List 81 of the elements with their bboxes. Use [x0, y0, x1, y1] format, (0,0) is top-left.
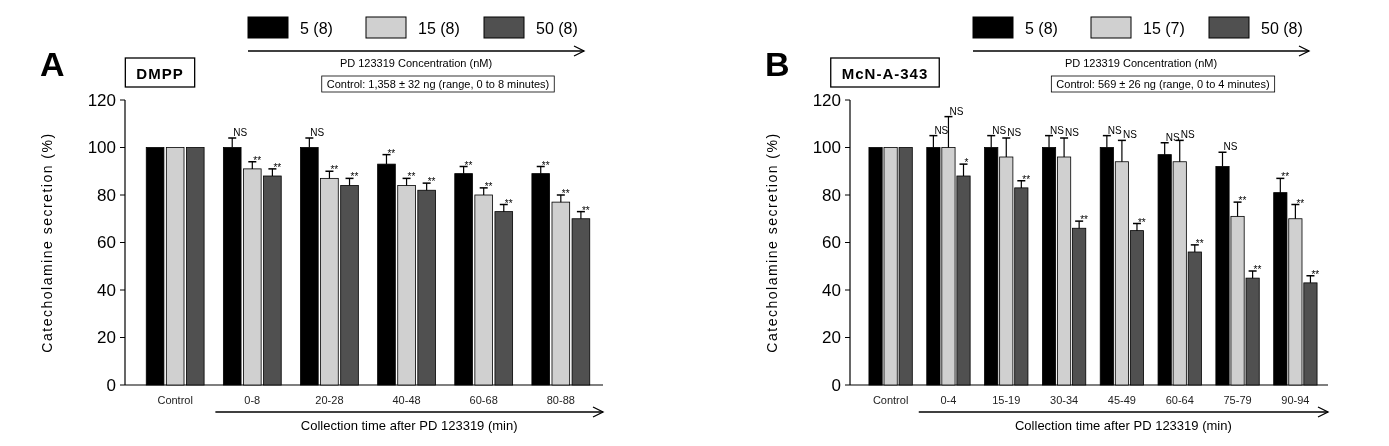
x-tick-label: Control — [872, 394, 909, 406]
y-axis-title: Catecholamine secretion (%) — [39, 132, 55, 353]
data-label: ** — [464, 159, 473, 171]
x-tick-label: 75-79 — [1223, 394, 1252, 406]
data-label: ** — [541, 159, 550, 171]
data-label: ** — [427, 176, 436, 188]
x-tick-label: 80-88 — [546, 394, 575, 406]
x-tick-label: 60-64 — [1165, 394, 1194, 406]
x-tick-label: 45-49 — [1107, 394, 1136, 406]
data-label: ** — [273, 161, 282, 173]
data-label: NS — [1122, 129, 1138, 141]
x-axis-title: Collection time after PD 123319 (min) — [300, 418, 518, 433]
x-tick-label: 40-48 — [392, 394, 421, 406]
legend-title: PD 123319 Concentration (nM) — [1064, 57, 1218, 69]
data-label: NS — [949, 105, 964, 117]
data-label: ** — [504, 197, 513, 209]
data-label: ** — [1022, 173, 1031, 185]
y-tick-label: 80 — [822, 185, 841, 205]
legend-label: 5 (8) — [1025, 20, 1058, 37]
legend-label: 50 (8) — [1261, 20, 1303, 37]
y-tick-label: 20 — [97, 328, 116, 348]
data-label: ** — [1296, 197, 1305, 209]
y-tick-label: 0 — [831, 375, 841, 395]
data-label: NS — [1107, 124, 1123, 136]
data-label: ** — [1195, 237, 1204, 249]
data-label: * — [964, 157, 969, 169]
y-tick-label: 80 — [97, 185, 116, 205]
data-label: ** — [581, 204, 590, 216]
data-label: ** — [407, 171, 416, 183]
data-label: NS — [1180, 129, 1195, 141]
y-tick-label: 100 — [87, 138, 116, 158]
x-axis-title: Collection time after PD 123319 (min) — [1015, 418, 1232, 433]
data-label: NS — [1065, 127, 1080, 138]
text: A — [40, 45, 65, 83]
text: Control: 1,358 ± 32 ng (range, 0 to 8 minutes) — [326, 78, 550, 90]
x-tick-label: 0-4 — [940, 394, 957, 406]
x-tick-label: 15-19 — [992, 394, 1021, 406]
data-label: ** — [330, 164, 339, 176]
y-tick-label: 0 — [106, 375, 116, 395]
data-label: NS — [992, 124, 1007, 136]
data-label: ** — [1238, 195, 1247, 207]
y-tick-label: 40 — [97, 280, 116, 300]
y-tick-label: 40 — [822, 280, 841, 300]
data-label: ** — [1281, 171, 1290, 183]
x-tick-label: 30-34 — [1050, 394, 1079, 406]
data-label: ** — [1137, 216, 1146, 228]
data-label: NS — [233, 127, 248, 138]
data-label: NS — [1050, 124, 1065, 136]
data-label: ** — [561, 188, 570, 199]
x-tick-label: Control — [157, 394, 193, 406]
text: Control: 569 ± 26 ng (range, 0 to 4 minutes) — [1056, 78, 1270, 90]
data-label: ** — [1080, 214, 1089, 226]
data-label: ** — [387, 147, 396, 159]
data-label: ** — [484, 180, 493, 192]
x-tick-label: 90-94 — [1281, 394, 1310, 406]
y-tick-label: 120 — [87, 90, 116, 110]
legend-label: 15 (8) — [418, 20, 460, 37]
y-tick-label: 60 — [97, 233, 116, 253]
chart-title: DMPP — [136, 65, 184, 82]
y-axis-title: Catecholamine secretion (%) — [764, 132, 780, 353]
data-label: NS — [934, 124, 949, 136]
legend-label: 15 (7) — [1143, 20, 1185, 37]
legend-label: 50 (8) — [536, 20, 578, 37]
data-label: NS — [1007, 127, 1022, 138]
y-tick-label: 100 — [812, 138, 841, 158]
chart-title: McN-A-343 — [841, 65, 929, 82]
x-tick-label: 20-28 — [315, 394, 344, 406]
y-tick-label: 120 — [812, 90, 841, 110]
y-tick-label: 20 — [822, 328, 841, 348]
data-label: NS — [1223, 141, 1238, 153]
data-label: ** — [253, 154, 262, 166]
legend-title: PD 123319 Concentration (nM) — [339, 57, 493, 69]
data-label: NS — [310, 127, 325, 138]
data-label: ** — [1253, 264, 1262, 275]
x-tick-label: 0-8 — [244, 394, 261, 406]
legend-label: 5 (8) — [300, 20, 333, 37]
y-tick-label: 60 — [822, 233, 841, 253]
text: B — [765, 45, 790, 83]
data-label: ** — [350, 171, 359, 183]
x-tick-label: 60-68 — [469, 394, 498, 406]
data-label: ** — [1311, 268, 1320, 280]
